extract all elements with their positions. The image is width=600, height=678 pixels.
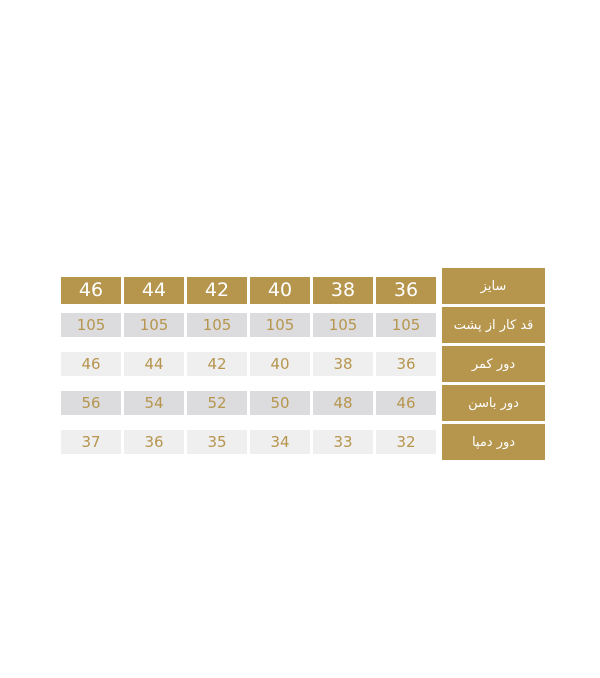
value-cell: 42 xyxy=(187,352,247,376)
value-cell: 34 xyxy=(250,430,310,454)
size-header-cell: 42 xyxy=(187,277,247,304)
value-cell: 36 xyxy=(124,430,184,454)
size-chart-table: سایز 36 38 40 42 44 46 قد کار از پشت 105… xyxy=(61,268,545,460)
value-cell: 40 xyxy=(250,352,310,376)
value-cell: 105 xyxy=(250,313,310,337)
size-header-row: سایز 36 38 40 42 44 46 xyxy=(61,268,545,304)
value-cell: 37 xyxy=(61,430,121,454)
value-cell: 35 xyxy=(187,430,247,454)
value-cell: 105 xyxy=(313,313,373,337)
measurement-row-hip: دور باسن 46 48 50 52 54 56 xyxy=(61,385,545,421)
row-label-cell: دور کمر xyxy=(442,346,545,382)
size-header-cell: 38 xyxy=(313,277,373,304)
header-label-cell: سایز xyxy=(442,268,545,304)
measurement-row-waist: دور کمر 36 38 40 42 44 46 xyxy=(61,346,545,382)
value-cell: 46 xyxy=(376,391,436,415)
size-header-cell: 40 xyxy=(250,277,310,304)
value-cell: 52 xyxy=(187,391,247,415)
measurement-row-leg-opening: دور دمپا 32 33 34 35 36 37 xyxy=(61,424,545,460)
value-cell: 33 xyxy=(313,430,373,454)
value-cell: 36 xyxy=(376,352,436,376)
value-cell: 105 xyxy=(61,313,121,337)
value-cell: 54 xyxy=(124,391,184,415)
value-cell: 38 xyxy=(313,352,373,376)
measurement-row-back-length: قد کار از پشت 105 105 105 105 105 105 xyxy=(61,307,545,343)
value-cell: 44 xyxy=(124,352,184,376)
value-cell: 48 xyxy=(313,391,373,415)
value-cell: 105 xyxy=(124,313,184,337)
size-header-cell: 46 xyxy=(61,277,121,304)
value-cell: 56 xyxy=(61,391,121,415)
value-cell: 105 xyxy=(187,313,247,337)
value-cell: 46 xyxy=(61,352,121,376)
value-cell: 32 xyxy=(376,430,436,454)
size-header-cell: 44 xyxy=(124,277,184,304)
row-label-cell: دور باسن xyxy=(442,385,545,421)
row-label-cell: دور دمپا xyxy=(442,424,545,460)
value-cell: 50 xyxy=(250,391,310,415)
value-cell: 105 xyxy=(376,313,436,337)
row-label-cell: قد کار از پشت xyxy=(442,307,545,343)
size-header-cell: 36 xyxy=(376,277,436,304)
